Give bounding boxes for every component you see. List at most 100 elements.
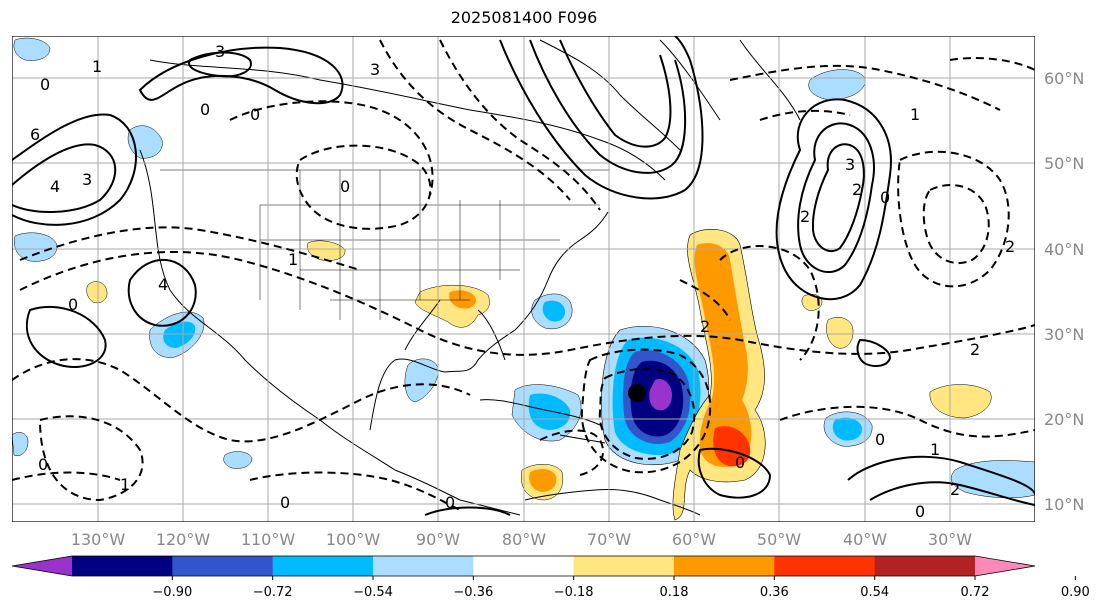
colorbar-extend-min — [12, 556, 72, 576]
map-title: 2025081400 F096 — [450, 8, 598, 27]
blob-atl-core — [832, 417, 863, 441]
colorbar-segment — [573, 556, 675, 576]
colorbar-segment — [674, 556, 775, 576]
contour-label: 0 — [68, 295, 78, 314]
lon-label: 100°W — [326, 530, 381, 549]
lat-label: 30°N — [1044, 325, 1084, 344]
contour-label: 0 — [200, 100, 210, 119]
colorbar-segment — [874, 556, 976, 576]
colorbar-segment — [774, 556, 876, 576]
contour-label: 3 — [370, 60, 380, 79]
lon-label: 90°W — [416, 530, 460, 549]
blob-northeast-neg — [808, 69, 866, 101]
contour-label: 2 — [700, 317, 710, 336]
colorbar-segment — [172, 556, 274, 576]
contour-label: 0 — [38, 455, 48, 474]
map-area: 3 0 6 4 3 0 1 0 4 3 0 1 2 0 2 3 2 0 1 2 … — [12, 36, 1035, 522]
contour-label: 4 — [158, 275, 168, 294]
colorbar-outline — [11, 555, 1036, 577]
contour-label: 0 — [445, 493, 455, 512]
contour-label: 2 — [950, 480, 960, 499]
contour-label: 0 — [40, 75, 50, 94]
blob-neg-small-3 — [223, 451, 253, 469]
colorbar-segment — [373, 556, 474, 576]
blob-pos-small-5 — [801, 294, 823, 311]
lat-label: 60°N — [1044, 69, 1084, 88]
longitude-labels: 130°W 120°W 110°W 100°W 90°W 80°W 70°W 6… — [71, 530, 972, 549]
contour-label: 1 — [910, 105, 920, 124]
dashed-contours — [12, 39, 1035, 511]
colorbar-segment — [72, 556, 173, 576]
contour-label: 1 — [92, 57, 102, 76]
contour-label: 3 — [82, 170, 92, 189]
contour-label: 2 — [1005, 237, 1015, 256]
negative-anomaly-peak — [649, 379, 672, 411]
contour-label: 0 — [340, 177, 350, 196]
contour-label: 1 — [288, 250, 298, 269]
storm-center-marker — [628, 384, 646, 402]
lat-label: 50°N — [1044, 154, 1084, 173]
contour-labels: 3 0 6 4 3 0 1 0 4 3 0 1 2 0 2 3 2 0 1 2 … — [30, 42, 1015, 521]
blob-cuba-core — [528, 393, 571, 430]
lon-label: 130°W — [71, 530, 126, 549]
colorbar-segment — [272, 556, 374, 576]
lat-label: 40°N — [1044, 240, 1084, 259]
solid-contours — [12, 36, 1035, 516]
contour-label: 0 — [875, 430, 885, 449]
contour-label: 2 — [852, 180, 862, 199]
contour-label: 2 — [800, 207, 810, 226]
positive-anomaly-core — [713, 426, 751, 467]
contour-label: 1 — [930, 440, 940, 459]
colorbar-tick-label: −0.72 — [253, 585, 293, 600]
contour-label: 4 — [50, 177, 60, 196]
lat-label: 10°N — [1044, 495, 1084, 514]
lon-label: 60°W — [672, 530, 716, 549]
blob-gulf-neg — [404, 358, 439, 403]
contour-label: 0 — [735, 453, 745, 472]
colorbar-tick-label: 0.90 — [1061, 585, 1090, 600]
contour-label: 1 — [120, 475, 130, 494]
lon-label: 50°W — [757, 530, 801, 549]
contour-label: 3 — [845, 155, 855, 174]
blob-neg-small-4 — [13, 37, 51, 61]
blob-neg-small-5 — [12, 432, 29, 456]
colorbar: −0.90 −0.72 −0.54 −0.36 −0.18 0.18 0.36 0.54 0.7… — [11, 555, 1090, 600]
colorbar-tick-label: 0.18 — [660, 585, 689, 600]
blob-pos-small-1 — [929, 384, 992, 419]
colorbar-tick-label: 0.36 — [760, 585, 789, 600]
graticule — [12, 36, 1035, 522]
lon-label: 30°W — [928, 530, 972, 549]
contour-label: 6 — [30, 125, 40, 144]
blob-east-coast-core — [542, 300, 565, 322]
positive-anomaly-band-mid — [694, 243, 752, 467]
lon-label: 70°W — [587, 530, 631, 549]
blob-pos-small-2 — [826, 317, 854, 349]
colorbar-tick-label: 0.72 — [961, 585, 990, 600]
contour-label: 0 — [250, 105, 260, 124]
lat-label: 20°N — [1044, 410, 1084, 429]
blob-pacific-core — [163, 321, 196, 348]
lon-label: 110°W — [241, 530, 296, 549]
contour-label: 2 — [970, 340, 980, 359]
colorbar-tick-label: 0.54 — [860, 585, 889, 600]
contour-label: 0 — [915, 502, 925, 521]
lon-label: 40°W — [843, 530, 887, 549]
latitude-labels: 60°N 50°N 40°N 30°N 20°N 10°N — [1044, 69, 1084, 514]
colorbar-extend-max — [975, 556, 1035, 576]
colorbar-segment — [473, 556, 575, 576]
blob-gulf-orange — [449, 290, 476, 309]
colorbar-tick-label: −0.18 — [554, 585, 594, 600]
contour-label: 3 — [215, 42, 225, 61]
blob-pos-small-4 — [307, 240, 346, 261]
contour-label: 0 — [880, 188, 890, 207]
state-borders — [160, 169, 610, 320]
colorbar-tick-label: −0.90 — [152, 585, 192, 600]
colorbar-tick-label: −0.36 — [453, 585, 493, 600]
lon-label: 120°W — [156, 530, 211, 549]
blob-pos-small-3 — [86, 281, 108, 304]
blob-neg-small-1 — [14, 232, 58, 262]
blob-carib-orange — [529, 468, 557, 492]
contour-label: 0 — [280, 493, 290, 512]
lon-label: 80°W — [502, 530, 546, 549]
